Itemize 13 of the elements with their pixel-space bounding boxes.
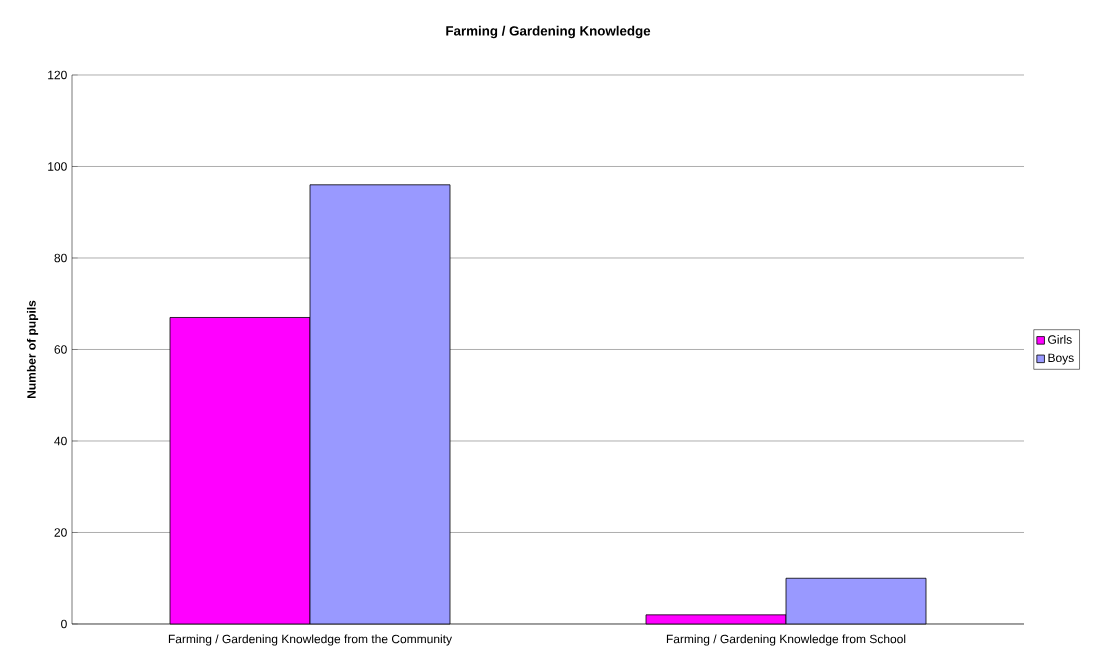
chart-title: Farming / Gardening Knowledge <box>446 25 651 39</box>
x-tick-label: Farming / Gardening Knowledge from School <box>666 634 906 646</box>
y-tick-label: 0 <box>61 619 67 629</box>
y-tick-label: 20 <box>54 528 67 537</box>
legend-label: Girls <box>1048 335 1072 344</box>
x-tick-label: Farming / Gardening Knowledge from the Community <box>168 634 453 646</box>
y-axis-title: Number of pupils <box>26 300 39 399</box>
y-tick-label: 100 <box>48 162 67 171</box>
legend-label: Boys <box>1048 353 1074 365</box>
y-tick-label: 80 <box>54 253 67 263</box>
y-tick-label: 120 <box>48 70 67 80</box>
y-tick-label: 60 <box>54 345 67 354</box>
y-tick-label: 40 <box>54 436 67 446</box>
